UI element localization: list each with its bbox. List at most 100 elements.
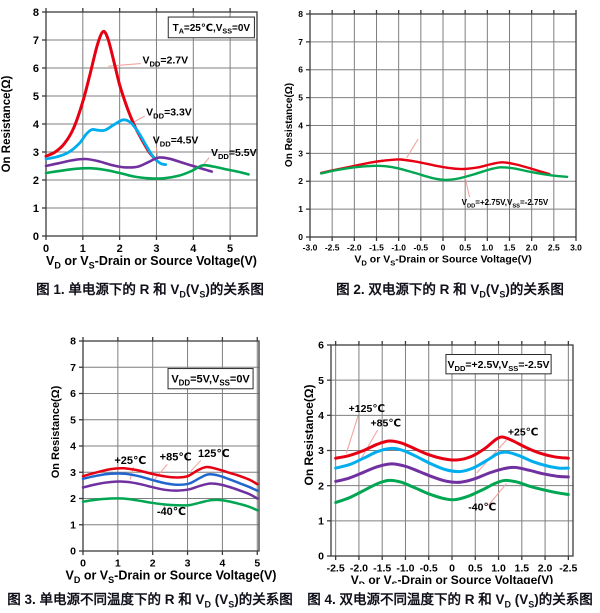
x-tick-label: -2.5 [325,243,340,253]
x-axis-title: VD or VS-Drain or Source Voltage(V) [354,254,531,268]
x-tick-label: 1 [80,243,86,255]
x-tick-label: -2.5 [327,563,345,575]
y-tick-label: 0 [318,551,324,563]
x-tick-label: 1.5 [515,563,530,575]
y-tick-label: 4 [33,119,40,131]
y-tick-label: 3 [318,445,324,457]
y-tick-label: 1 [33,203,39,215]
condition-label: TA=25℃,VSS=0V [173,23,251,36]
figure-2-caption: 图 2. 双电源下的 R 和 VD(VS)的关系图 [336,282,564,300]
x-tick-label: 2.5 [548,243,560,253]
y-axis-title: On Resistance(Ω) [302,385,316,486]
x-tick-label: -2.0 [350,563,368,575]
tick-labels: 0 1 2 3 4 5 0 1 2 3 4 5 6 7 8 [70,336,260,570]
condition-label: VDD=+2.75V,VSS=-2.75V [462,198,549,209]
x-tick-label: 0 [80,558,86,570]
figure-3-caption: 图 3. 单电源不同温度下的 R 和 VD (VS)的关系图 [7,592,293,610]
x-tick-label: 1.0 [491,563,506,575]
curve-temp-85c [334,446,570,474]
label-vdd-2.7v: VDD=2.7V [142,55,188,69]
axes-frame [327,341,574,560]
curve-temp-85c [81,472,259,492]
curve-dual-supply-red [319,158,551,176]
label-minus40c: -40℃ [468,501,496,513]
label-125c: +125℃ [349,403,385,415]
label-25c: +25℃ [114,455,146,467]
curve-temp-125c [81,465,259,486]
label-vdd-3.3v: VDD=3.3V [146,107,192,121]
y-tick-label: 2 [318,480,324,492]
figure-4-plot: -2.5 -2.0 -1.5 -1.0 -0.5 0 0.5 1.0 1.5 2.0 -2.5012… [302,340,578,590]
y-tick-label: 4 [318,410,324,422]
label-vdd-4.5v: VDD=4.5V [153,135,199,149]
y-axis-title: On Resistance(Ω) [1,75,13,172]
figure-3-plot: 0 1 2 3 4 5 0 1 2 3 4 5 6 7 8 VD or VS-Drain or Source … [50,336,277,585]
x-tick-label: 3.0 [570,243,582,253]
curve-dual-supply-green [319,164,569,182]
y-tick-label: 4 [298,120,303,130]
y-tick-label: 1 [318,516,324,528]
figure-3-chart: 0 1 2 3 4 5 0 1 2 3 4 5 6 7 8 VD or VS-Drain or Source … [0,322,300,585]
y-tick-label: 1 [298,204,303,214]
x-tick-label: 0 [441,243,446,253]
x-tick-label: 5 [227,243,233,255]
x-axis-title: VD or VS-Drain or Source Voltage(V) [46,254,257,271]
x-tick-label: 3 [153,243,159,255]
y-tick-label: 6 [318,340,324,352]
figure-1-caption: 图 1. 单电源下的 R 和 VD(VS)的关系图 [36,282,264,300]
y-tick-label: 8 [33,7,39,19]
curve-vdd-4.5v [44,156,213,173]
condition-box [167,16,255,39]
x-tick-label: -1.5 [373,563,391,575]
y-tick-label: 5 [70,414,76,426]
y-tick-label: 7 [33,35,39,47]
figure-4-chart: -2.5 -2.0 -1.5 -1.0 -0.5 0 0.5 1.0 1.5 2.0 -2.5 0 1 2… [300,322,600,590]
x-tick-label: 1.5 [504,243,516,253]
label-125c: 125℃ [198,448,230,460]
curve-temp-25c [81,480,259,500]
x-tick-label: 5 [254,558,260,570]
y-tick-label: 2 [33,175,39,187]
x-tick-label: 0 [449,563,455,575]
x-tick-label: -0.5 [420,563,438,575]
x-tick-label: 3 [185,558,191,570]
x-tick-label: -1.0 [396,563,414,575]
y-tick-label: 0 [70,546,76,558]
label-minus40c: -40℃ [157,506,186,518]
y-tick-label: 3 [70,467,76,479]
curve-vdd-3.3v [44,118,168,166]
x-tick-label: 0.5 [468,563,483,575]
y-tick-label: 0 [33,231,39,243]
x-tick-label: -3.0 [303,243,318,253]
y-tick-label: 3 [33,147,39,159]
y-tick-label: 7 [298,37,303,47]
x-tick-label: -2.0 [347,243,362,253]
x-tick-label: 2.0 [538,563,553,575]
y-tick-label: 6 [33,63,39,75]
curve-temp-minus40c [81,497,259,512]
curve-temp-minus40c [334,478,570,504]
x-tick-label: 1 [115,558,121,570]
y-tick-label: 4 [70,441,76,453]
y-tick-label: 6 [70,388,76,400]
label-85c: +85℃ [371,418,402,430]
tick-labels: 0 1 2 3 4 5 0 1 2 3 4 5 6 7 8 [33,7,233,255]
x-tick-label: 4 [190,243,197,255]
x-tick-label: 4 [219,558,225,570]
x-tick-label: -2.5 [559,563,577,575]
gridlines [331,345,573,556]
x-axis-title: VD or VS-Drain or Source Voltage(V) [66,568,277,584]
figure-4-caption: 图 4. 双电源不同温度下的 R 和 VD (VS)的关系图 [307,592,593,610]
y-tick-label: 2 [70,493,76,505]
x-tick-label: 2.0 [526,243,538,253]
y-tick-label: 5 [298,93,303,103]
y-tick-label: 5 [318,375,324,387]
condition-label: VDD=+2.5V,VSS=-2.5V [448,359,550,373]
label-25c: +25℃ [508,427,539,439]
curve-temp-125c [334,435,570,462]
y-tick-label: 3 [298,148,303,158]
axes-frame [79,337,260,555]
x-tick-label: -1.5 [369,243,384,253]
gridlines [46,12,257,236]
